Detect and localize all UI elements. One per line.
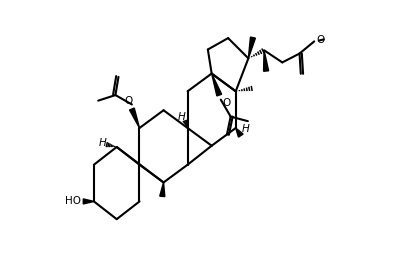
Polygon shape <box>248 37 256 58</box>
Text: H: H <box>99 138 107 148</box>
Polygon shape <box>236 128 243 137</box>
Polygon shape <box>129 108 139 128</box>
Text: O: O <box>222 98 230 108</box>
Text: H: H <box>178 112 186 122</box>
Polygon shape <box>160 183 165 197</box>
Polygon shape <box>263 50 269 71</box>
Text: H: H <box>242 124 249 134</box>
Polygon shape <box>212 73 222 96</box>
Text: O: O <box>125 96 133 106</box>
Text: HO: HO <box>65 196 81 206</box>
Polygon shape <box>83 199 94 204</box>
Text: O: O <box>316 35 324 45</box>
